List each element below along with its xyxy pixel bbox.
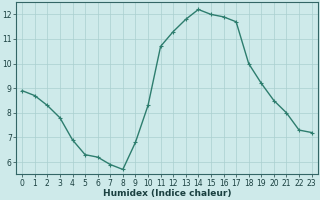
X-axis label: Humidex (Indice chaleur): Humidex (Indice chaleur): [103, 189, 231, 198]
